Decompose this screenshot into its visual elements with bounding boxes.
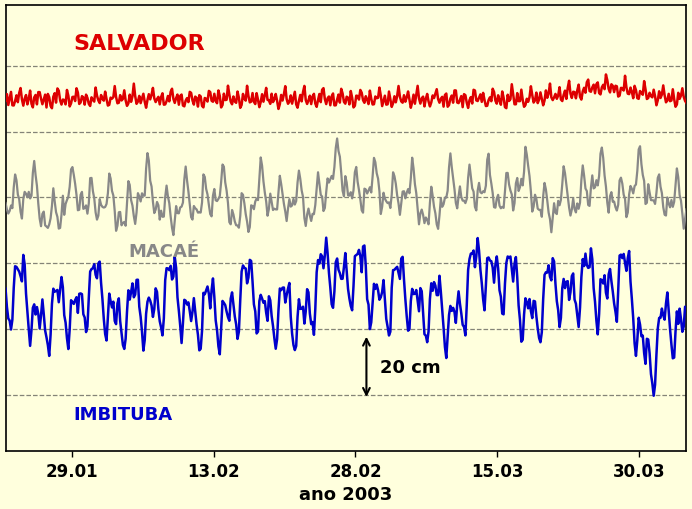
Text: SALVADOR: SALVADOR — [73, 34, 206, 54]
Text: IMBITUBA: IMBITUBA — [73, 405, 173, 422]
Text: 20 cm: 20 cm — [380, 358, 441, 376]
Text: MACAÉ: MACAÉ — [128, 243, 199, 261]
X-axis label: ano 2003: ano 2003 — [300, 486, 392, 503]
